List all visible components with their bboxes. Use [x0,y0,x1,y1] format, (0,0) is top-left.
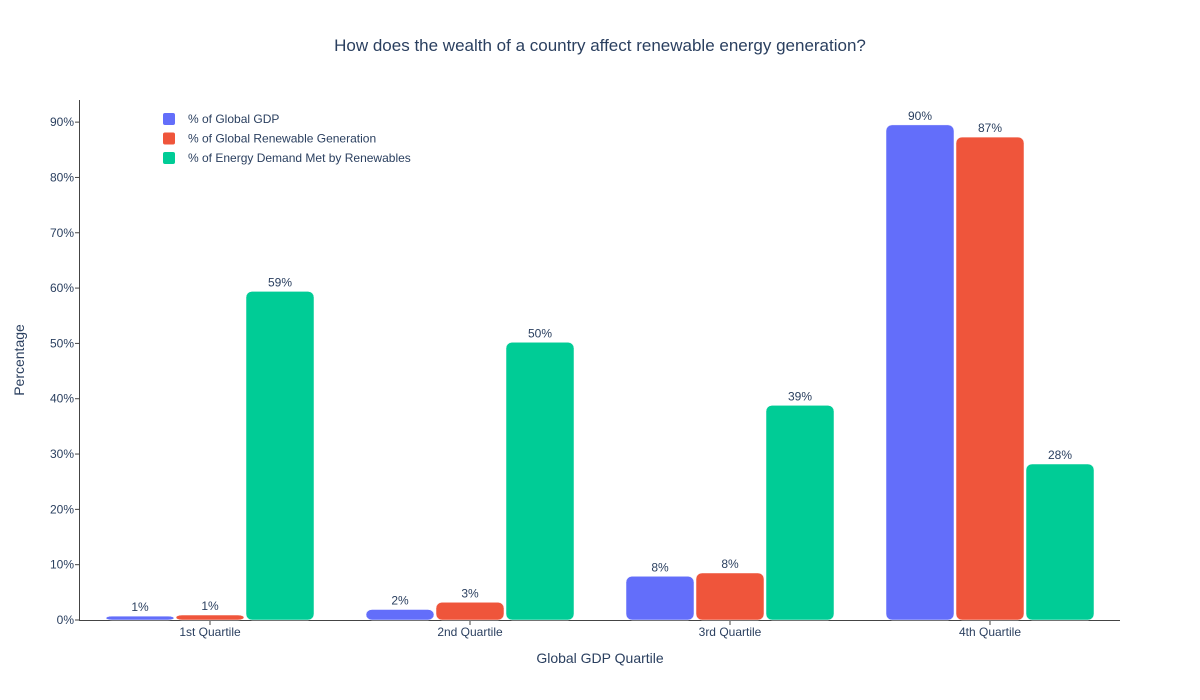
bar-data-label: 59% [268,275,292,289]
legend-swatch [163,152,175,164]
bar-data-label: 1% [131,600,149,614]
x-tick-label: 2nd Quartile [437,625,503,639]
y-tick-label: 70% [50,226,74,240]
y-tick-label: 0% [57,613,75,627]
y-tick-label: 90% [50,115,74,129]
bar-data-label: 50% [528,326,552,340]
bar[interactable] [1025,463,1095,621]
bar[interactable] [955,136,1025,621]
bar-data-label: 39% [788,389,812,403]
y-tick-label: 80% [50,170,74,184]
x-tick-label: 1st Quartile [179,625,241,639]
x-tick-label: 3rd Quartile [699,625,762,639]
legend-label: % of Global GDP [188,112,279,126]
x-tick-label: 4th Quartile [959,625,1021,639]
bar[interactable] [175,614,245,621]
bar-data-label: 1% [201,599,219,613]
bar[interactable] [365,609,435,621]
legend[interactable]: % of Global GDP % of Global Renewable Gen… [163,112,411,165]
bar-data-label: 87% [978,121,1002,135]
bar[interactable] [435,602,505,621]
y-axis-title: Percentage [11,324,27,396]
legend-label: % of Energy Demand Met by Renewables [188,151,411,165]
legend-label: % of Global Renewable Generation [188,132,376,146]
x-axis-title: Global GDP Quartile [536,650,664,666]
bar-data-label: 2% [391,593,409,607]
legend-swatch [163,113,175,125]
y-tick-label: 20% [50,502,74,516]
y-tick-label: 40% [50,392,74,406]
bar[interactable] [625,576,695,621]
y-tick-label: 50% [50,336,74,350]
bar-data-label: 8% [651,560,669,574]
y-axis-ticks: 0% 10% 20% 30% 40% 50% 60% 70% 80% 90% [50,115,80,627]
legend-item[interactable]: % of Energy Demand Met by Renewables [163,151,411,165]
bar-data-label: 28% [1048,448,1072,462]
bar[interactable] [765,405,835,621]
y-tick-label: 30% [50,447,74,461]
bar[interactable] [695,572,765,621]
bar-data-label: 90% [908,109,932,123]
legend-swatch [163,132,175,145]
bar[interactable] [505,342,575,621]
chart-title: How does the wealth of a country affect … [334,36,866,55]
x-axis-ticks: 1st Quartile 2nd Quartile 3rd Quartile 4th … [179,620,1021,639]
y-tick-label: 10% [50,558,74,572]
bar[interactable] [245,291,315,621]
bar[interactable] [105,615,175,621]
bar-data-label: 3% [461,586,479,600]
bar-data-label: 8% [721,557,739,571]
bar-series-group: 1% 1% 59% 2% 3% 50% 8% 8% 39% 90% 87% 28% [105,109,1095,621]
legend-item[interactable]: % of Global GDP [163,112,279,126]
legend-item[interactable]: % of Global Renewable Generation [163,132,376,146]
y-tick-label: 60% [50,281,74,295]
bar[interactable] [885,124,955,621]
